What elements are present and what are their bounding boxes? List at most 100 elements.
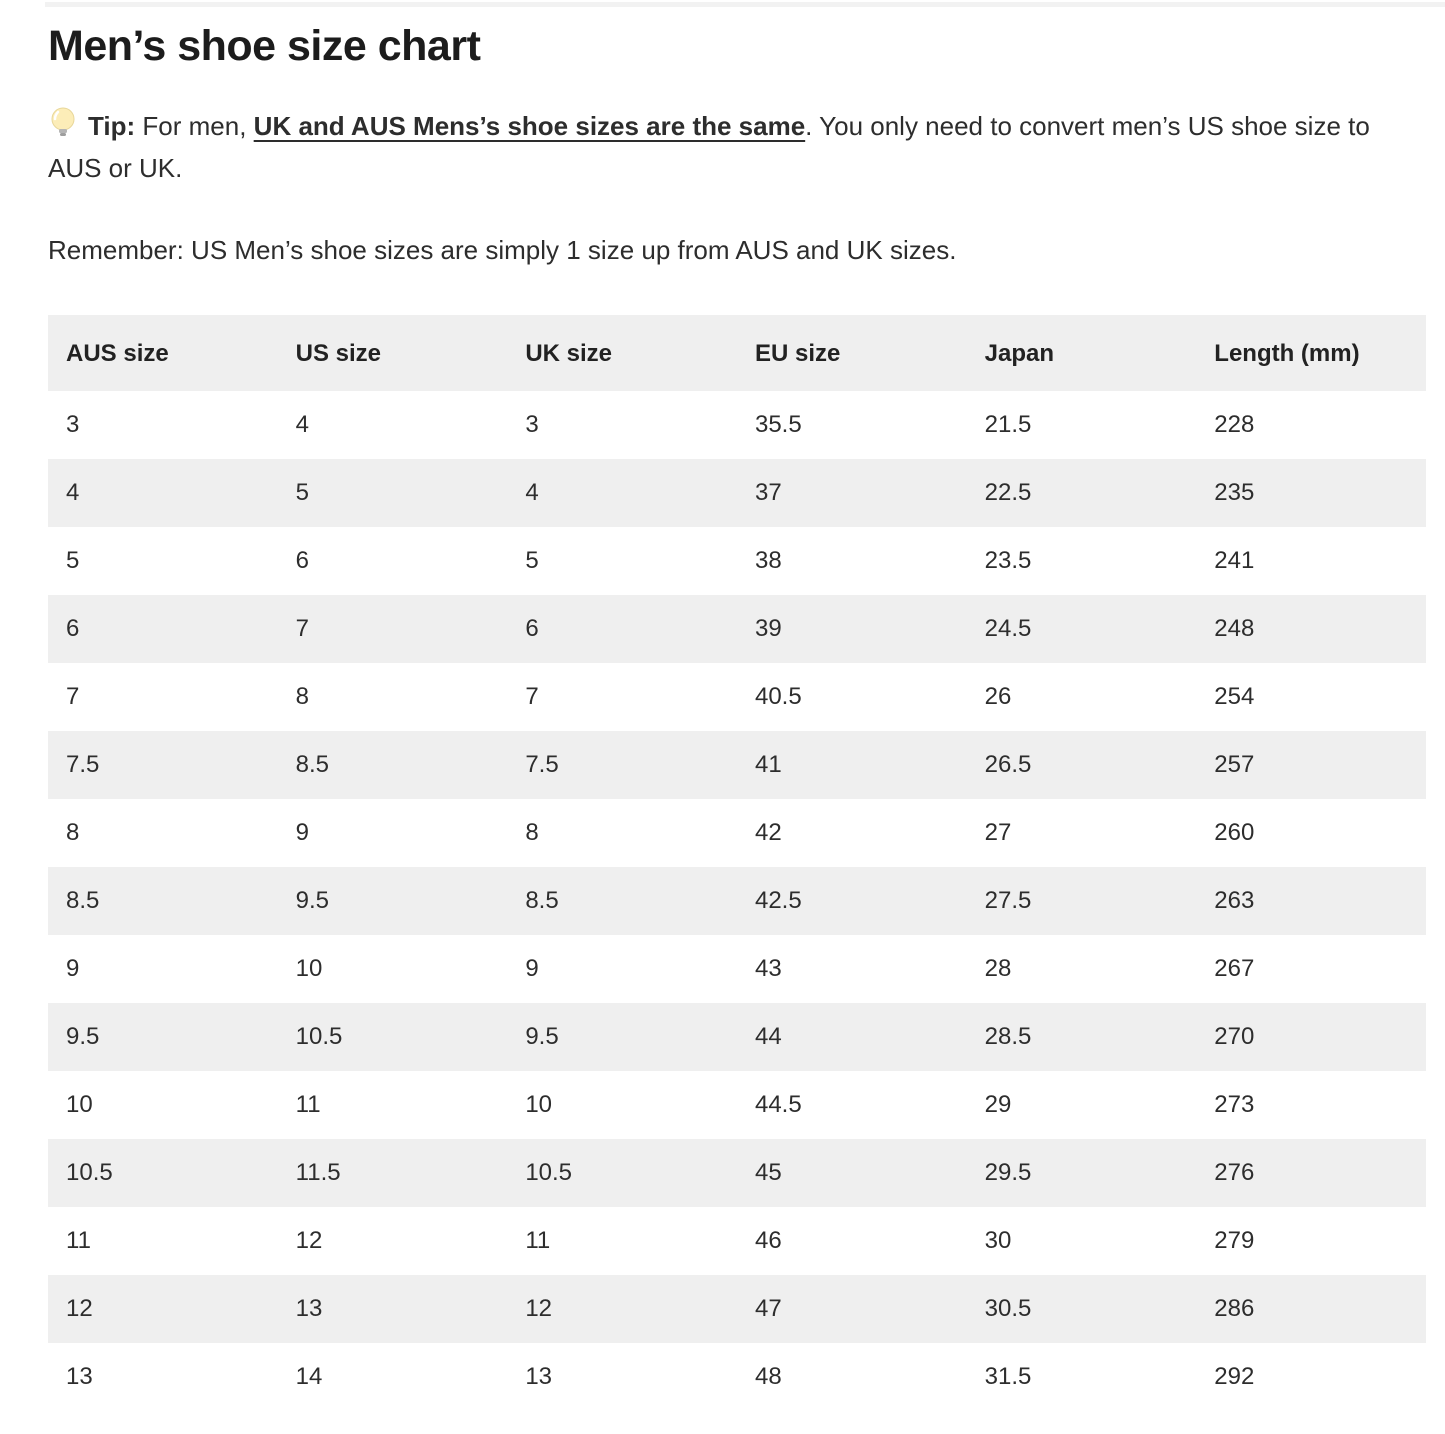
cell-uk-size: 10 (525, 1091, 553, 1118)
cell-us-size: 10.5 (277, 1003, 508, 1071)
cell-aus-size: 7.5 (48, 731, 278, 799)
cell-japan: 28 (984, 955, 1012, 982)
cell-uk-size: 8.5 (507, 867, 737, 935)
cell-aus-size: 8.5 (48, 867, 278, 935)
cell-uk-size: 7 (525, 683, 539, 710)
cell-uk-size: 13 (525, 1363, 553, 1390)
column-header-aus-size: AUS size (48, 315, 278, 391)
cell-japan: 28.5 (966, 1003, 1197, 1071)
cell-us-size: 8.5 (277, 731, 508, 799)
cell-uk-size: 7.5 (507, 731, 737, 799)
cell-length-mm: 235 (1196, 459, 1426, 527)
cell-length-mm: 286 (1196, 1275, 1426, 1343)
cell-length-mm: 273 (1214, 1091, 1255, 1118)
remember-paragraph: Remember: US Men’s shoe sizes are simply… (48, 235, 957, 265)
table-body: 3 4 3 35.5 21.5 228 4 5 4 37 22.5 235 5 … (48, 391, 1426, 1411)
cell-aus-size: 9.5 (48, 1003, 278, 1071)
cell-length-mm: 248 (1196, 595, 1426, 663)
table-header-row: AUS size US size UK size EU size Japan L… (48, 315, 1426, 391)
cell-length-mm: 276 (1196, 1139, 1426, 1207)
cell-us-size: 12 (295, 1227, 323, 1254)
table-row: 5 6 5 38 23.5 241 (48, 527, 1426, 595)
cell-aus-size: 13 (66, 1363, 93, 1390)
cell-us-size: 5 (277, 459, 508, 527)
cell-aus-size: 11 (66, 1227, 91, 1254)
cell-aus-size: 7 (66, 683, 80, 710)
cell-uk-size: 12 (507, 1275, 737, 1343)
cell-eu-size: 48 (754, 1363, 782, 1390)
cell-length-mm: 292 (1214, 1363, 1255, 1390)
cell-us-size: 9 (295, 819, 310, 846)
table-row: 10.5 11.5 10.5 45 29.5 276 (48, 1139, 1426, 1207)
cell-uk-size: 5 (525, 547, 539, 574)
column-header-length-mm: Length (mm) (1196, 315, 1426, 391)
cell-length-mm: 263 (1196, 867, 1426, 935)
cell-aus-size: 6 (48, 595, 278, 663)
cell-us-size: 8 (295, 683, 310, 710)
cell-us-size: 7 (277, 595, 508, 663)
cell-japan: 21.5 (984, 411, 1032, 438)
cell-japan: 26.5 (966, 731, 1197, 799)
table-row: 4 5 4 37 22.5 235 (48, 459, 1426, 527)
tip-link[interactable]: UK and AUS Mens’s shoe sizes are the sam… (253, 111, 806, 141)
cell-us-size: 11 (295, 1091, 321, 1118)
cell-eu-size: 41 (736, 731, 967, 799)
tip-text-after: . You only need to convert men’s US shoe… (48, 111, 1370, 183)
cell-aus-size: 12 (48, 1275, 278, 1343)
cell-aus-size: 3 (66, 411, 80, 438)
column-header-us-size: US size (277, 315, 508, 391)
table-row: 8 9 8 42 27 260 (48, 799, 1426, 867)
table-row: 9.5 10.5 9.5 44 28.5 270 (48, 1003, 1426, 1071)
table-row: 11 12 11 46 30 279 (48, 1207, 1426, 1275)
cell-us-size: 6 (295, 547, 310, 574)
cell-uk-size: 10.5 (507, 1139, 737, 1207)
column-header-japan: Japan (966, 315, 1197, 391)
cell-aus-size: 4 (48, 459, 278, 527)
cell-us-size: 13 (277, 1275, 508, 1343)
cell-uk-size: 4 (507, 459, 737, 527)
cell-japan: 29.5 (966, 1139, 1197, 1207)
cell-uk-size: 11 (525, 1227, 551, 1254)
table-row: 6 7 6 39 24.5 248 (48, 595, 1426, 663)
table-row: 9 10 9 43 28 267 (48, 935, 1426, 1003)
cell-japan: 30 (984, 1227, 1012, 1254)
cell-length-mm: 254 (1214, 683, 1255, 710)
cell-length-mm: 257 (1196, 731, 1426, 799)
column-header-eu-size: EU size (736, 315, 967, 391)
cell-eu-size: 45 (736, 1139, 967, 1207)
cell-eu-size: 46 (754, 1227, 782, 1254)
tip-paragraph: Tip: For men, UK and AUS Mens’s shoe siz… (48, 105, 1426, 189)
cell-japan: 26 (984, 683, 1012, 710)
cell-japan: 27.5 (966, 867, 1197, 935)
cell-eu-size: 42.5 (736, 867, 967, 935)
table-row: 10 11 10 44.5 29 273 (48, 1071, 1426, 1139)
cell-eu-size: 43 (754, 955, 782, 982)
cell-length-mm: 279 (1214, 1227, 1255, 1254)
cell-eu-size: 35.5 (754, 411, 802, 438)
cell-uk-size: 6 (507, 595, 737, 663)
cell-eu-size: 40.5 (754, 683, 802, 710)
cell-us-size: 4 (295, 411, 310, 438)
cell-us-size: 9.5 (277, 867, 508, 935)
shoe-size-table: AUS size US size UK size EU size Japan L… (48, 315, 1426, 1411)
cell-aus-size: 10.5 (48, 1139, 278, 1207)
table-row: 7 8 7 40.5 26 254 (48, 663, 1426, 731)
cell-eu-size: 44 (736, 1003, 967, 1071)
cell-uk-size: 9.5 (507, 1003, 737, 1071)
cell-us-size: 10 (295, 955, 323, 982)
cell-aus-size: 8 (66, 819, 80, 846)
cell-uk-size: 8 (525, 819, 539, 846)
tip-text-before: For men, (135, 111, 254, 141)
top-divider (45, 2, 1445, 7)
table-row: 8.5 9.5 8.5 42.5 27.5 263 (48, 867, 1426, 935)
cell-japan: 29 (984, 1091, 1012, 1118)
cell-length-mm: 260 (1214, 819, 1255, 846)
cell-eu-size: 37 (736, 459, 967, 527)
cell-uk-size: 3 (525, 411, 539, 438)
lightbulb-icon (48, 106, 78, 140)
cell-japan: 30.5 (966, 1275, 1197, 1343)
cell-eu-size: 47 (736, 1275, 967, 1343)
table-header: AUS size US size UK size EU size Japan L… (48, 315, 1426, 391)
cell-length-mm: 270 (1196, 1003, 1426, 1071)
